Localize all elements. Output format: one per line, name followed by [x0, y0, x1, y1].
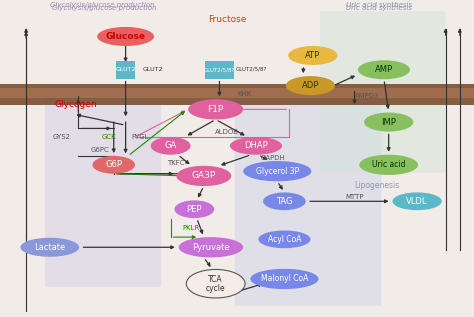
Text: cycle: cycle: [206, 284, 226, 293]
Text: ADP: ADP: [302, 81, 319, 90]
Text: PEP: PEP: [187, 205, 202, 214]
Ellipse shape: [358, 60, 410, 79]
Ellipse shape: [258, 230, 310, 248]
Ellipse shape: [20, 238, 79, 257]
Ellipse shape: [243, 161, 311, 181]
Text: GLUT2: GLUT2: [115, 67, 136, 72]
FancyBboxPatch shape: [235, 87, 382, 306]
Text: Uric acid synthesis: Uric acid synthesis: [346, 5, 412, 11]
Text: TCA: TCA: [209, 275, 223, 284]
Text: Pyruvate: Pyruvate: [192, 243, 230, 252]
Text: IMP: IMP: [381, 118, 396, 126]
Ellipse shape: [174, 200, 214, 218]
Text: GLUT2: GLUT2: [142, 67, 163, 72]
Text: AMP: AMP: [375, 65, 393, 74]
Text: Glycogen: Glycogen: [55, 100, 97, 109]
Text: Glycerol 3P: Glycerol 3P: [255, 167, 299, 176]
Ellipse shape: [97, 27, 154, 46]
Text: TAG: TAG: [276, 197, 292, 206]
Text: Malonyl CoA: Malonyl CoA: [261, 275, 308, 283]
Text: ALDOB: ALDOB: [215, 129, 238, 134]
Text: PKLR: PKLR: [182, 225, 200, 231]
Text: PYGL: PYGL: [131, 134, 148, 140]
Ellipse shape: [186, 269, 245, 298]
Text: Glucose: Glucose: [106, 32, 146, 41]
Text: GLUT2/5/8?: GLUT2/5/8?: [204, 67, 235, 72]
Text: Uric acid synthesis: Uric acid synthesis: [346, 2, 412, 8]
FancyBboxPatch shape: [0, 84, 474, 105]
Text: Uric acid: Uric acid: [372, 160, 405, 169]
Text: Glycolysis/glucose production: Glycolysis/glucose production: [50, 2, 154, 8]
Text: F1P: F1P: [208, 105, 224, 114]
Text: TKFC: TKFC: [167, 160, 184, 165]
Ellipse shape: [179, 237, 243, 257]
FancyBboxPatch shape: [205, 61, 234, 79]
Ellipse shape: [288, 46, 337, 65]
Text: G6P: G6P: [105, 160, 122, 169]
Ellipse shape: [364, 113, 413, 132]
Ellipse shape: [250, 269, 319, 289]
Ellipse shape: [263, 192, 306, 210]
Text: Lipogenesis: Lipogenesis: [354, 181, 400, 190]
Text: Glycolysis/glucose production: Glycolysis/glucose production: [52, 5, 156, 11]
Text: MTTP: MTTP: [345, 194, 364, 199]
FancyBboxPatch shape: [0, 88, 474, 98]
FancyBboxPatch shape: [320, 11, 446, 173]
Text: GLUT2/5/8?: GLUT2/5/8?: [236, 67, 267, 72]
Text: DHAP: DHAP: [244, 141, 268, 150]
Text: Lactate: Lactate: [34, 243, 65, 252]
Ellipse shape: [392, 192, 442, 210]
Ellipse shape: [359, 155, 418, 175]
Text: GA: GA: [164, 141, 177, 150]
Text: AMPD3: AMPD3: [355, 93, 379, 99]
Ellipse shape: [230, 137, 282, 155]
FancyBboxPatch shape: [45, 87, 161, 287]
Text: VLDL: VLDL: [406, 197, 428, 206]
Ellipse shape: [188, 99, 243, 120]
Ellipse shape: [92, 156, 135, 174]
Ellipse shape: [176, 166, 231, 186]
Ellipse shape: [286, 76, 335, 95]
Text: GA3P: GA3P: [191, 171, 216, 180]
Text: ATP: ATP: [305, 51, 320, 60]
FancyBboxPatch shape: [116, 61, 135, 79]
Text: GCK: GCK: [102, 134, 116, 140]
Text: GYS2: GYS2: [53, 134, 71, 140]
Text: KHK: KHK: [237, 92, 251, 97]
Text: G6PC: G6PC: [90, 147, 109, 152]
Text: Fructose: Fructose: [209, 15, 246, 23]
Text: Acyl CoA: Acyl CoA: [268, 235, 301, 244]
Ellipse shape: [151, 137, 191, 155]
Text: GAPDH: GAPDH: [261, 155, 286, 160]
